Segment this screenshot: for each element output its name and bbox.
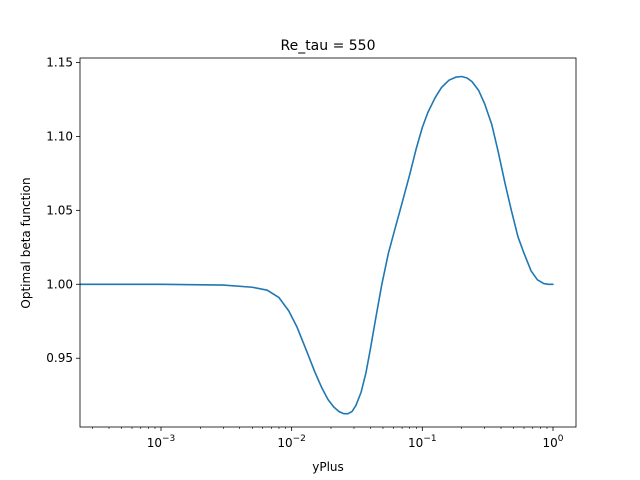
plot-frame (79, 57, 577, 428)
x-tick-label: 100 (542, 434, 563, 450)
y-tick-label: 1.00 (46, 277, 73, 291)
x-axis: 10−3 10−2 10−1 100 (92, 427, 564, 450)
x-tick-label: 10−2 (277, 434, 306, 450)
plot-area (79, 57, 577, 428)
y-tick-label: 1.15 (46, 55, 73, 69)
x-tick-label: 10−3 (147, 434, 176, 450)
y-tick-label: 0.95 (46, 351, 73, 365)
y-tick-label: 1.05 (46, 203, 73, 217)
series-line (80, 75, 554, 415)
y-axis-label: Optimal beta function (19, 177, 33, 308)
y-axis: 0.95 1.00 1.05 1.10 1.15 (46, 55, 80, 365)
y-tick-label: 1.10 (46, 129, 73, 143)
x-axis-label: yPlus (312, 460, 344, 474)
x-tick-label: 10−1 (408, 434, 437, 450)
chart-title: Re_tau = 550 (280, 38, 375, 54)
